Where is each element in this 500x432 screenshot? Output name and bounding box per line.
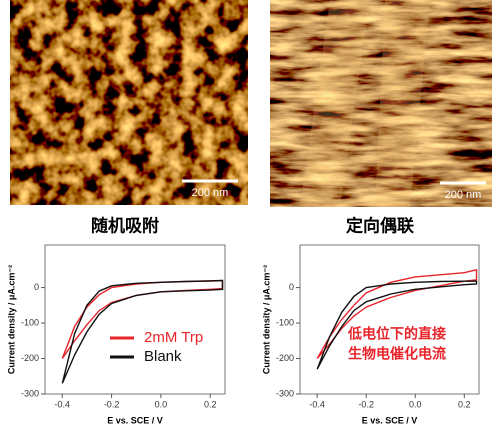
cv-curve	[61, 279, 224, 384]
x-tick-label: -0.2	[104, 399, 120, 409]
x-tick-label: -0.2	[358, 399, 374, 409]
y-axis-label: Current density / μA.cm⁻²	[6, 265, 16, 374]
afm-image-right: 200 nm	[270, 0, 492, 207]
cv-curve	[316, 268, 478, 359]
plot-frame	[299, 244, 480, 395]
scale-bar-label: 200 nm	[445, 189, 482, 201]
annotation: 生物电催化电流	[348, 346, 446, 362]
y-tick-label: 0	[34, 282, 39, 292]
x-tick-label: 0.0	[155, 399, 168, 409]
cv-curve	[316, 280, 478, 370]
plot-frame	[44, 244, 226, 395]
y-tick-label: -100	[276, 317, 294, 327]
y-tick-label: -300	[21, 388, 39, 398]
y-tick-label: -200	[276, 353, 294, 363]
y-tick-label: -200	[21, 353, 39, 363]
legend-label: 2mM Trp	[144, 329, 203, 346]
annotation: 低电位下的直接	[347, 326, 446, 342]
chart-title: 随机吸附	[91, 215, 159, 235]
x-tick-label: -0.4	[309, 399, 325, 409]
x-axis-label: E vs. SCE / V	[107, 415, 163, 425]
x-tick-label: 0.2	[204, 399, 217, 409]
y-axis-label: Current density / μA.cm⁻²	[261, 265, 271, 374]
chart-title: 定向偶联	[346, 215, 414, 235]
y-tick-label: -100	[21, 317, 39, 327]
y-tick-label: -300	[276, 388, 294, 398]
scale-bar-label: 200 nm	[192, 187, 229, 199]
legend-label: Blank	[144, 348, 182, 365]
afm-image-left: 200 nm	[10, 0, 248, 205]
cv-curve	[61, 279, 224, 359]
y-tick-label: 0	[289, 282, 294, 292]
x-tick-label: 0.2	[458, 399, 471, 409]
x-axis-label: E vs. SCE / V	[362, 415, 418, 425]
x-tick-label: -0.4	[55, 399, 71, 409]
x-tick-label: 0.0	[409, 399, 422, 409]
